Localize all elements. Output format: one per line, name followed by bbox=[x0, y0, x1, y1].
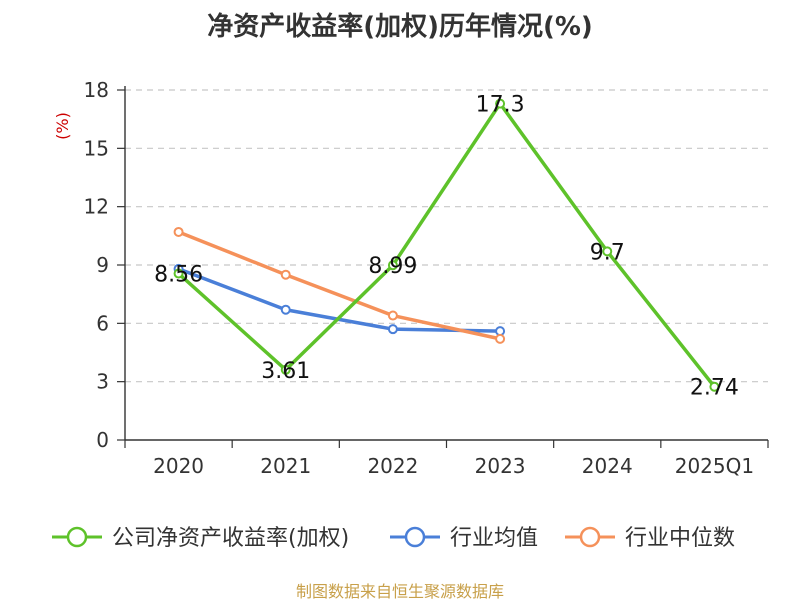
data-label: 8.56 bbox=[154, 263, 203, 288]
footer-source: 制图数据来自恒生聚源数据库 bbox=[295, 582, 504, 601]
y-tick-labels: 0 3 6 9 12 15 18 bbox=[84, 78, 109, 452]
y-tick-label: 15 bbox=[84, 136, 109, 160]
x-tick-label: 2022 bbox=[367, 454, 418, 478]
y-tick-label: 0 bbox=[96, 428, 109, 452]
data-point[interactable] bbox=[280, 364, 291, 375]
x-tick-labels: 2020 2021 2022 2023 2024 2025Q1 bbox=[153, 454, 754, 478]
x-tick-label: 2025Q1 bbox=[675, 454, 754, 478]
y-tick-label: 3 bbox=[96, 370, 109, 394]
legend: 公司净资产收益率(加权) 行业均值 行业中位数 bbox=[52, 526, 735, 551]
y-tick-label: 18 bbox=[84, 78, 109, 102]
data-label: 8.99 bbox=[368, 254, 417, 279]
legend-marker bbox=[66, 526, 88, 548]
y-tick-label: 9 bbox=[96, 253, 109, 277]
legend-label: 行业均值 bbox=[450, 526, 538, 551]
legend-marker bbox=[404, 526, 426, 548]
data-point[interactable] bbox=[173, 226, 184, 237]
data-label: 3.61 bbox=[261, 359, 310, 384]
axes bbox=[117, 86, 769, 448]
data-label: 9.7 bbox=[590, 240, 625, 265]
y-tick-label: 12 bbox=[84, 195, 109, 219]
data-point[interactable] bbox=[495, 333, 506, 344]
legend-label: 行业中位数 bbox=[625, 526, 735, 551]
data-point[interactable] bbox=[602, 246, 613, 257]
x-tick-label: 2024 bbox=[582, 454, 633, 478]
data-point[interactable] bbox=[387, 324, 398, 335]
x-tick-label: 2021 bbox=[260, 454, 311, 478]
grid-lines bbox=[125, 89, 768, 383]
data-point[interactable] bbox=[387, 310, 398, 321]
series-line-0 bbox=[177, 101, 716, 388]
data-point[interactable] bbox=[495, 98, 506, 109]
legend-item-1[interactable]: 行业均值 bbox=[390, 526, 538, 551]
series-line-2 bbox=[177, 230, 501, 341]
chart-title: 净资产收益率(加权)历年情况(%) bbox=[207, 12, 593, 42]
data-label: 17.3 bbox=[476, 93, 525, 118]
x-tick-label: 2023 bbox=[475, 454, 526, 478]
legend-marker bbox=[579, 526, 601, 548]
legend-item-0[interactable]: 公司净资产收益率(加权) bbox=[52, 526, 349, 551]
data-point[interactable] bbox=[387, 260, 398, 271]
series-line-1 bbox=[177, 267, 501, 333]
data-point[interactable] bbox=[280, 269, 291, 280]
data-labels: 8.56 3.61 8.99 17.3 9.7 2.74 bbox=[154, 93, 739, 401]
data-point[interactable] bbox=[280, 304, 291, 315]
x-tick-label: 2020 bbox=[153, 454, 204, 478]
series-lines bbox=[173, 98, 720, 392]
data-label: 2.74 bbox=[690, 376, 739, 401]
data-point[interactable] bbox=[709, 381, 720, 392]
legend-item-2[interactable]: 行业中位数 bbox=[565, 526, 735, 551]
legend-label: 公司净资产收益率(加权) bbox=[112, 526, 349, 551]
y-tick-label: 6 bbox=[96, 311, 109, 335]
y-axis-unit-label: (%) bbox=[53, 112, 72, 140]
data-point[interactable] bbox=[173, 268, 184, 279]
